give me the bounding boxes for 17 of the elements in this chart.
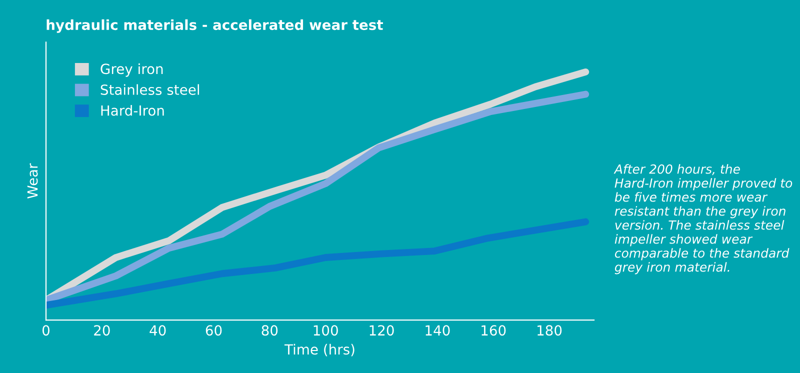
x-tick-label: 140 [426,325,450,336]
x-tick-label: 20 [94,325,110,336]
x-tick-label: 60 [206,325,222,336]
chart-title: hydraulic materials - accelerated wear test [46,19,383,33]
text: After 200 hours, the Hard-Iron impeller proved to be five times more wear resistant than the grey iron version. The stainless steel impeller showed wear comparable to the standard grey iron material. [614,164,792,274]
x-tick-label: 180 [538,325,562,336]
x-axis-title: Time (hrs) [284,344,354,356]
x-tick-label: 0 [42,325,50,336]
x-tick-label: 120 [370,325,394,336]
legend-label: Hard-Iron [101,105,164,116]
x-tick-label: 40 [150,325,166,336]
x-tick-label: 80 [262,325,278,336]
x-tick-label: 160 [482,325,506,336]
legend-label: Stainless steel [100,84,199,95]
x-tick-label: 100 [314,325,338,336]
y-axis-title: Wear [27,163,38,198]
legend-label: Grey iron [100,63,163,77]
